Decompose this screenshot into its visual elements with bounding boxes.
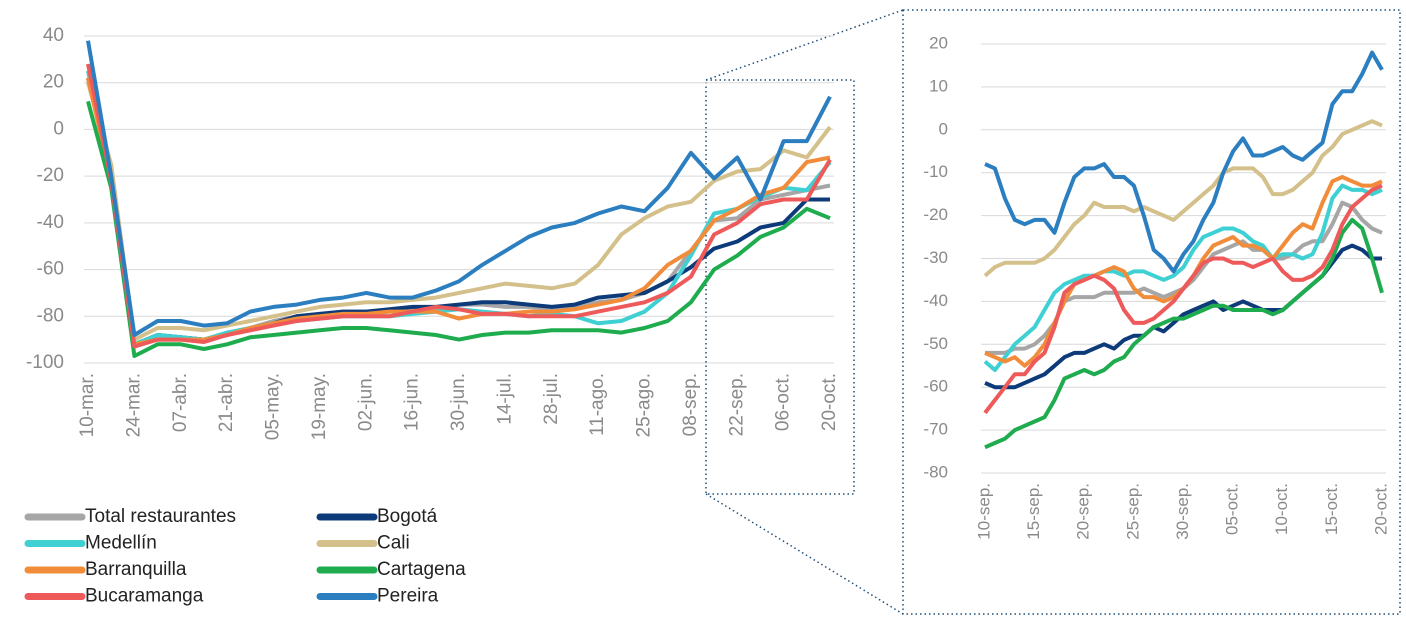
zoom-connector (705, 493, 904, 615)
x-tick-label: 25-sep. (1123, 483, 1142, 540)
zoom-connector (705, 9, 904, 81)
y-tick-label: -50 (923, 334, 948, 353)
zoom-region (705, 79, 855, 495)
y-tick-label: 20 (929, 33, 948, 52)
x-tick-label: 28-jul. (541, 373, 562, 425)
x-tick-label: 24-mar. (123, 373, 144, 437)
legend-item: Pereira (316, 586, 439, 607)
y-tick-label: -40 (923, 291, 948, 310)
y-tick-label: -30 (923, 248, 948, 267)
y-tick-label: -60 (37, 259, 64, 280)
y-tick-label: -80 (923, 462, 948, 481)
y-tick-label: -70 (923, 420, 948, 439)
x-tick-label: 06-oct. (773, 373, 794, 431)
x-tick-label: 10-oct. (1272, 483, 1291, 535)
series-line (984, 50, 1384, 274)
x-tick-label: 08-sep. (680, 373, 701, 436)
y-tick-label: -80 (37, 305, 64, 326)
x-tick-label: 19-may. (309, 373, 330, 440)
y-tick-label: 0 (53, 118, 64, 139)
series-line (86, 63, 832, 349)
series-line (983, 119, 1383, 278)
legend-label: Bogotá (377, 506, 438, 527)
x-tick-label: 20-oct. (819, 373, 840, 431)
series-line (983, 183, 1383, 372)
legend-item: Medellín (24, 533, 157, 554)
x-tick-label: 30-sep. (1173, 483, 1192, 540)
y-tick-label: -60 (923, 377, 948, 396)
x-tick-label: 05-oct. (1223, 483, 1242, 535)
legend-label: Total restaurantes (85, 506, 236, 527)
legend-item: Total restaurantes (24, 506, 236, 527)
x-tick-label: 25-ago. (634, 373, 655, 437)
y-tick-label: -20 (923, 205, 948, 224)
x-tick-label: 10-sep. (974, 483, 993, 540)
legend-item: Cartagena (316, 559, 466, 580)
series-line (86, 100, 831, 358)
y-tick-label: 10 (929, 76, 948, 95)
y-tick-label: -10 (923, 162, 948, 181)
legend-label: Pereira (377, 586, 439, 607)
legend-label: Bucaramanga (85, 586, 204, 607)
legend-item: Cali (316, 533, 410, 554)
x-tick-label: 22-sep. (726, 373, 747, 436)
legend-label: Cartagena (377, 559, 466, 580)
y-tick-label: -100 (26, 352, 64, 373)
x-tick-label: 16-jun. (402, 373, 423, 431)
series-line (983, 183, 1383, 415)
x-tick-label: 21-abr. (216, 373, 237, 432)
y-tick-label: 20 (43, 72, 64, 93)
y-tick-label: 0 (939, 119, 948, 138)
legend-item: Bogotá (316, 506, 438, 527)
series-line (86, 40, 832, 337)
x-tick-label: 11-ago. (587, 373, 608, 436)
legend-item: Barranquilla (24, 559, 187, 580)
x-tick-label: 10-mar. (77, 373, 98, 437)
x-tick-label: 20-sep. (1074, 483, 1093, 540)
x-tick-label: 07-abr. (170, 373, 191, 432)
legend-label: Medellín (85, 533, 157, 554)
x-tick-label: 30-jun. (448, 373, 469, 431)
series-line (86, 82, 832, 342)
series-line (984, 217, 1384, 450)
x-tick-label: 15-oct. (1322, 483, 1341, 535)
legend-label: Cali (377, 533, 410, 554)
x-tick-label: 02-jun. (355, 373, 376, 431)
x-tick-label: 20-oct. (1371, 483, 1390, 535)
x-tick-label: 05-may. (263, 373, 284, 440)
zoom-frame (705, 9, 1401, 615)
x-tick-label: 14-jul. (494, 373, 515, 425)
legend-item: Bucaramanga (24, 586, 204, 607)
zoom-panel-border (902, 9, 1401, 615)
y-tick-label: -20 (37, 165, 64, 186)
y-tick-label: -40 (37, 212, 64, 233)
legend-label: Barranquilla (85, 559, 187, 580)
x-tick-label: 15-sep. (1024, 483, 1043, 540)
y-tick-label: 40 (43, 25, 64, 46)
